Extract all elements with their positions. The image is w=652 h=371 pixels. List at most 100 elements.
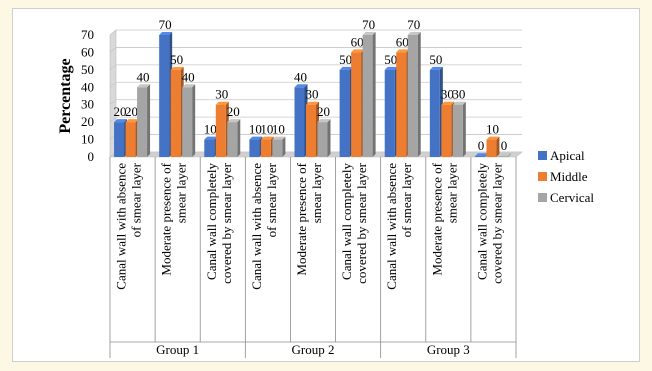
bar-side	[507, 153, 511, 157]
bar-apical	[429, 69, 440, 157]
bar-top	[396, 49, 410, 53]
gridline	[109, 64, 522, 71]
bar-top	[441, 101, 455, 105]
bar-top	[227, 119, 241, 123]
bar-cervical	[227, 122, 238, 157]
bar-apical	[339, 69, 350, 157]
data-label: 50	[170, 52, 183, 67]
category-label: smear layer	[309, 162, 324, 223]
chart-frame	[12, 8, 640, 362]
y-tick-label: 30	[81, 97, 94, 112]
data-label: 10	[272, 122, 285, 137]
gridline	[109, 29, 522, 36]
bar-top	[125, 119, 139, 123]
data-label: 10	[204, 122, 217, 137]
bar-top	[497, 153, 511, 157]
legend-label-middle: Middle	[550, 169, 588, 184]
bar-top	[429, 66, 443, 70]
y-tick-label: 0	[88, 149, 95, 164]
bar-top	[272, 136, 286, 140]
category-label: Canal wall completely	[474, 163, 489, 280]
data-label: 20	[317, 104, 330, 119]
y-tick-label: 60	[81, 44, 94, 59]
bar-side	[237, 119, 241, 157]
y-tick-label: 70	[81, 27, 94, 42]
bar-cervical	[452, 104, 463, 157]
bar-side	[372, 32, 376, 157]
bar-top	[159, 32, 173, 35]
gridline	[109, 47, 522, 53]
bar-middle	[306, 104, 316, 157]
bar-top	[339, 66, 353, 70]
bar-top	[306, 101, 319, 105]
bar-side	[417, 32, 421, 157]
category-label: Canal wall with absence	[249, 163, 264, 290]
bar-top	[170, 66, 184, 70]
data-label: 70	[362, 17, 375, 32]
bar-side	[192, 84, 196, 157]
data-label: 60	[351, 34, 364, 49]
category-label: Moderate presence of	[429, 162, 444, 275]
bar-side	[282, 136, 286, 157]
y-tick-label: 20	[81, 114, 94, 129]
bar-cervical	[182, 87, 193, 157]
category-label: of smear layer	[399, 162, 414, 237]
bar-top	[260, 136, 274, 140]
y-tick-label: 40	[81, 79, 94, 94]
category-label: of smear layer	[129, 162, 144, 237]
category-label: Moderate presence of	[159, 162, 174, 275]
data-label: 50	[339, 52, 352, 67]
bar-top	[407, 32, 421, 35]
bar-middle	[351, 52, 362, 157]
bar-side	[462, 101, 466, 157]
data-label: 60	[396, 34, 409, 49]
category-label: Moderate presence of	[294, 162, 309, 275]
data-label: 20	[125, 104, 138, 119]
legend-swatch-middle	[538, 172, 547, 181]
bar-middle	[441, 104, 452, 157]
bar-top	[351, 49, 365, 53]
bar-apical	[114, 122, 125, 157]
bar-top	[384, 66, 398, 70]
data-label: 0	[501, 138, 508, 153]
bar-top	[452, 101, 466, 105]
bar-side	[147, 84, 151, 157]
group-label: Group 2	[292, 342, 335, 357]
category-label: Canal wall with absence	[384, 163, 399, 290]
legend-label-cervical: Cervical	[550, 190, 594, 205]
category-label: covered by smear layer	[219, 162, 234, 284]
bar-apical	[159, 35, 170, 157]
category-label: covered by smear layer	[354, 162, 369, 284]
category-label: Canal wall completely	[339, 163, 354, 280]
bar-top	[294, 84, 308, 88]
data-label: 50	[429, 52, 442, 67]
data-label: 40	[294, 69, 307, 84]
bar-middle	[170, 69, 181, 157]
group-label: Group 1	[156, 342, 199, 357]
data-label: 30	[215, 87, 228, 102]
y-tick-label: 10	[81, 132, 94, 147]
data-label: 20	[227, 104, 240, 119]
category-label: smear layer	[444, 162, 459, 223]
bar-cervical	[362, 35, 373, 157]
legend-label-apical: Apical	[550, 148, 585, 163]
data-label: 30	[452, 87, 465, 102]
bar-top	[362, 32, 376, 35]
bar-apical	[384, 69, 395, 157]
bar-top	[204, 136, 218, 140]
data-label: 10	[486, 122, 499, 137]
data-label: 30	[306, 87, 319, 102]
bar-apical	[249, 139, 260, 157]
bar-middle	[396, 52, 407, 157]
legend-swatch-apical	[538, 151, 547, 160]
category-label: smear layer	[174, 162, 189, 223]
bar-apical	[204, 139, 215, 157]
bar-cervical	[272, 139, 283, 157]
category-label: of smear layer	[264, 162, 279, 237]
bar-top	[114, 119, 128, 123]
data-label: 70	[407, 17, 420, 32]
bar-top	[137, 84, 151, 88]
bar-top	[317, 119, 331, 123]
data-label: 40	[182, 69, 195, 84]
